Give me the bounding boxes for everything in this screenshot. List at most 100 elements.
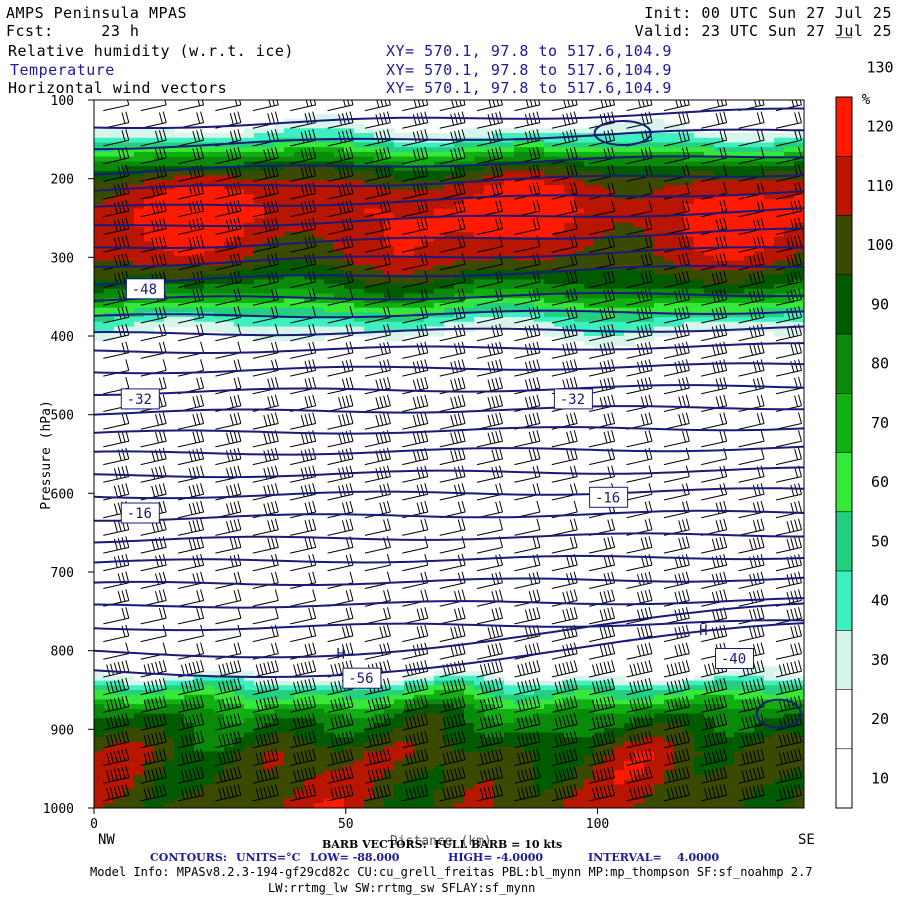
rh-cell [224, 218, 235, 224]
rh-cell [144, 208, 155, 214]
rh-cell [594, 274, 605, 280]
rh-cell [694, 284, 705, 290]
rh-cell [154, 151, 165, 158]
rh-cell [384, 746, 395, 752]
rh-cell [434, 704, 445, 710]
rh-cell [674, 151, 685, 158]
rh-cell [674, 765, 685, 771]
rh-cell [324, 166, 335, 172]
rh-cell [774, 137, 785, 144]
rh-cell [344, 713, 355, 719]
rh-cell [674, 265, 685, 271]
rh-cell [134, 133, 145, 139]
rh-cell [404, 142, 415, 148]
rh-cell [234, 690, 245, 696]
rh-cell [364, 321, 375, 328]
field-label-temperature: Temperature [10, 61, 115, 79]
rh-cell [414, 241, 425, 247]
rh-cell [254, 156, 265, 162]
rh-cell [724, 241, 735, 247]
rh-cell [204, 232, 215, 238]
rh-cell [544, 260, 555, 266]
rh-cell [354, 260, 365, 266]
rh-cell [234, 685, 245, 691]
rh-cell [164, 779, 175, 785]
rh-cell [514, 241, 525, 247]
rh-cell [614, 784, 625, 790]
rh-cell [244, 699, 255, 705]
rh-cell [694, 166, 705, 172]
rh-cell [624, 312, 635, 318]
rh-cell [464, 147, 475, 153]
rh-cell [234, 161, 245, 167]
rh-cell [254, 232, 265, 238]
rh-cell [654, 137, 665, 144]
rh-cell [694, 269, 705, 276]
rh-cell [594, 307, 605, 313]
rh-cell [504, 704, 515, 710]
rh-cell [444, 274, 455, 280]
rh-cell [374, 288, 385, 295]
rh-cell [764, 779, 775, 785]
rh-cell [224, 718, 235, 724]
rh-cell [734, 147, 745, 153]
rh-cell [604, 194, 615, 200]
rh-cell [594, 756, 605, 762]
rh-cell [184, 203, 195, 210]
rh-cell [384, 685, 395, 691]
rh-cell [794, 699, 804, 705]
rh-cell [644, 718, 655, 724]
rh-cell [764, 760, 775, 767]
rh-cell [594, 284, 605, 290]
rh-cell [564, 194, 575, 200]
rh-cell [734, 151, 745, 158]
rh-cell [724, 298, 735, 304]
rh-cell [284, 185, 295, 191]
rh-cell [754, 269, 765, 276]
rh-cell [564, 133, 575, 139]
rh-cell [414, 151, 425, 158]
rh-cell [664, 751, 675, 757]
rh-cell [674, 227, 685, 233]
rh-cell [404, 236, 415, 243]
rh-cell [684, 293, 695, 299]
rh-cell [724, 789, 735, 795]
rh-cell [584, 166, 595, 172]
rh-cell [324, 770, 335, 776]
rh-cell [704, 137, 715, 144]
rh-cell [544, 147, 555, 153]
rh-cell [264, 227, 275, 233]
rh-cell [574, 236, 585, 243]
rh-cell [434, 151, 445, 158]
rh-cell [504, 255, 515, 262]
rh-cell [194, 151, 205, 158]
rh-cell [114, 156, 125, 162]
rh-cell [554, 713, 565, 719]
rh-cell [694, 312, 705, 318]
rh-cell [94, 194, 105, 200]
rh-cell [634, 704, 645, 710]
rh-cell [474, 303, 485, 309]
rh-cell [174, 765, 185, 771]
rh-cell [224, 288, 235, 295]
rh-cell [704, 775, 715, 781]
rh-cell [144, 199, 155, 205]
rh-cell [794, 690, 804, 696]
rh-cell [724, 269, 735, 276]
rh-cell [574, 185, 585, 191]
rh-cell [764, 222, 775, 228]
rh-cell [544, 156, 555, 162]
rh-cell [134, 137, 145, 144]
rh-cell [564, 751, 575, 757]
rh-cell [294, 133, 305, 139]
rh-cell [444, 251, 455, 257]
rh-cell [334, 142, 345, 148]
rh-cell [664, 694, 675, 700]
rh-cell [694, 279, 705, 285]
rh-cell [684, 180, 695, 186]
rh-cell [144, 156, 155, 162]
rh-cell [734, 199, 745, 205]
rh-cell [464, 685, 475, 691]
rh-cell [354, 208, 365, 214]
rh-cell [634, 746, 645, 752]
